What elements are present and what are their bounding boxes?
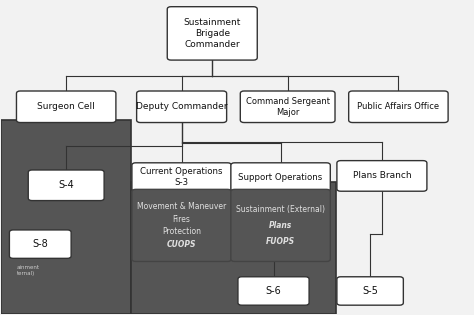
Text: Plans Branch: Plans Branch xyxy=(353,171,411,180)
FancyBboxPatch shape xyxy=(240,91,335,123)
FancyBboxPatch shape xyxy=(337,161,427,191)
FancyBboxPatch shape xyxy=(9,230,71,258)
Text: S-6: S-6 xyxy=(265,286,282,296)
FancyBboxPatch shape xyxy=(1,120,131,314)
Text: Protection: Protection xyxy=(162,227,201,236)
Text: Sustainment
Brigade
Commander: Sustainment Brigade Commander xyxy=(183,18,241,49)
Text: FUOPS: FUOPS xyxy=(266,237,295,246)
FancyBboxPatch shape xyxy=(231,189,330,261)
FancyBboxPatch shape xyxy=(28,170,104,201)
FancyBboxPatch shape xyxy=(337,277,403,305)
Text: Support Operations: Support Operations xyxy=(238,173,323,181)
FancyBboxPatch shape xyxy=(132,163,231,191)
Text: Surgeon Cell: Surgeon Cell xyxy=(37,102,95,111)
Text: Sustainment (External): Sustainment (External) xyxy=(236,205,325,214)
FancyBboxPatch shape xyxy=(231,163,330,191)
FancyBboxPatch shape xyxy=(131,182,336,314)
Text: ainment
ternal): ainment ternal) xyxy=(17,265,39,276)
FancyBboxPatch shape xyxy=(349,91,448,123)
Text: Public Affairs Office: Public Affairs Office xyxy=(357,102,439,111)
Text: Movement & Maneuver: Movement & Maneuver xyxy=(137,202,226,211)
FancyBboxPatch shape xyxy=(167,7,257,60)
Text: Deputy Commander: Deputy Commander xyxy=(136,102,228,111)
Text: Plans: Plans xyxy=(269,221,292,230)
Text: CUOPS: CUOPS xyxy=(167,240,196,249)
Text: S-4: S-4 xyxy=(58,180,74,190)
Text: Fires: Fires xyxy=(173,215,191,224)
FancyBboxPatch shape xyxy=(238,277,309,305)
Text: Current Operations
S-3: Current Operations S-3 xyxy=(140,167,223,187)
FancyBboxPatch shape xyxy=(132,189,231,261)
FancyBboxPatch shape xyxy=(137,91,227,123)
FancyBboxPatch shape xyxy=(17,91,116,123)
Text: S-8: S-8 xyxy=(32,239,48,249)
Text: Command Sergeant
Major: Command Sergeant Major xyxy=(246,97,329,117)
Text: S-5: S-5 xyxy=(362,286,378,296)
